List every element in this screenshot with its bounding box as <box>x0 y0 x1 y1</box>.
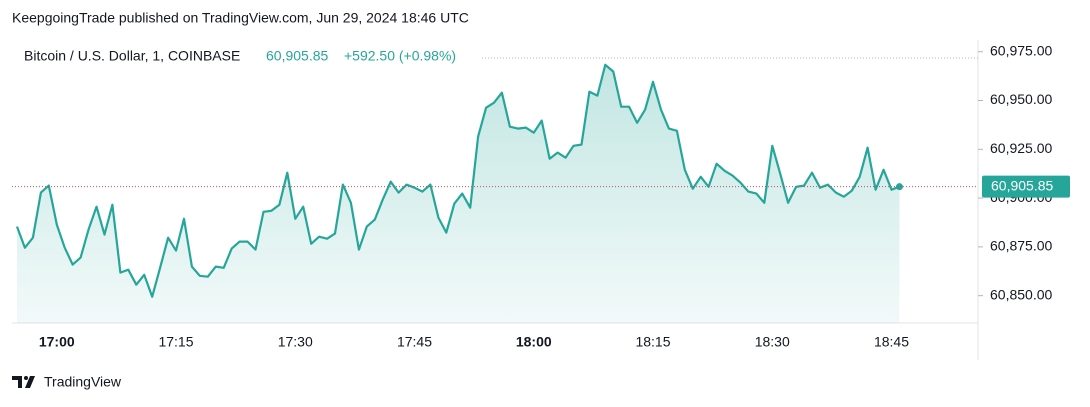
symbol: Bitcoin / U.S. Dollar, 1, COINBASE <box>24 48 240 64</box>
x-tick-label: 17:00 <box>39 334 75 350</box>
x-tick-label: 18:30 <box>755 334 790 350</box>
last-point <box>895 183 903 191</box>
last-price-box <box>982 175 1070 198</box>
change: +592.50 (+0.98%) <box>344 48 456 64</box>
y-tick-label: 60,950.00 <box>990 91 1052 107</box>
last-price-label: 60,905.85 <box>991 177 1053 193</box>
publish-note: KeepgoingTrade published on TradingView.… <box>12 10 469 26</box>
brand-logo <box>12 376 35 388</box>
x-tick-label: 17:30 <box>278 334 313 350</box>
y-tick-label: 60,875.00 <box>990 238 1052 254</box>
plot <box>12 63 978 324</box>
x-tick-label: 17:45 <box>397 334 432 350</box>
x-tick-label: 18:15 <box>635 334 670 350</box>
price: 60,905.85 <box>266 48 328 64</box>
y-tick-label: 60,975.00 <box>990 42 1052 58</box>
price-line <box>15 63 900 298</box>
y-tick-label: 60,850.00 <box>990 286 1052 302</box>
x-tick-label: 17:15 <box>158 334 193 350</box>
area-fill <box>17 64 900 324</box>
x-tick-label: 18:45 <box>874 334 909 350</box>
x-tick-label: 18:00 <box>516 334 552 350</box>
brand: TradingView <box>44 374 122 390</box>
legend-bg <box>20 46 480 68</box>
y-tick-label: 60,925.00 <box>990 140 1052 156</box>
